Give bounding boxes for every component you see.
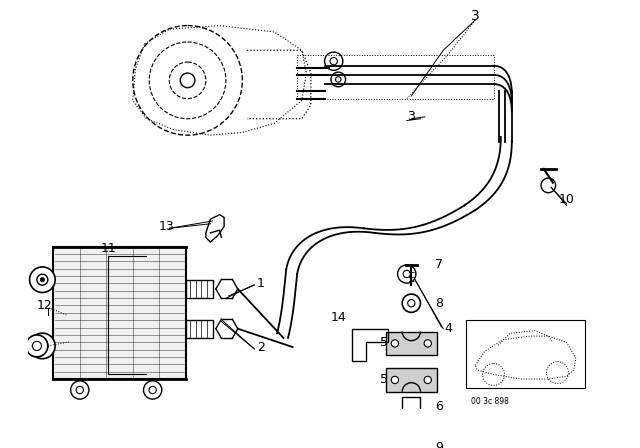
Circle shape [70, 381, 89, 399]
Bar [386, 332, 437, 355]
Bar [186, 280, 213, 298]
Circle shape [541, 178, 556, 193]
Circle shape [26, 335, 48, 357]
Text: 14: 14 [330, 311, 346, 324]
Bar [466, 320, 585, 388]
Text: 00 3c 898: 00 3c 898 [470, 397, 509, 406]
Text: 1: 1 [257, 276, 264, 289]
Text: 13: 13 [159, 220, 175, 233]
Circle shape [143, 381, 162, 399]
Circle shape [29, 267, 55, 293]
Circle shape [331, 72, 346, 87]
Bar [186, 319, 213, 338]
Text: 3: 3 [408, 110, 415, 123]
Text: 9: 9 [435, 441, 443, 448]
Circle shape [397, 265, 416, 283]
Text: 11: 11 [100, 242, 116, 255]
Circle shape [401, 418, 422, 440]
Text: 8: 8 [435, 297, 443, 310]
Circle shape [424, 376, 431, 383]
Text: 12: 12 [36, 299, 52, 312]
Text: 4: 4 [444, 322, 452, 335]
Bar [386, 368, 437, 392]
Circle shape [29, 333, 55, 359]
Circle shape [391, 376, 399, 383]
Text: 7: 7 [435, 258, 443, 271]
Circle shape [40, 344, 44, 348]
Circle shape [40, 278, 44, 281]
Text: 2: 2 [257, 340, 264, 353]
Text: 10: 10 [559, 193, 575, 206]
Text: 5: 5 [380, 336, 388, 349]
Bar [402, 397, 420, 410]
Bar [53, 246, 186, 379]
Circle shape [324, 52, 343, 70]
Circle shape [391, 340, 399, 347]
Circle shape [402, 294, 420, 312]
Text: 6: 6 [435, 400, 443, 413]
Circle shape [424, 340, 431, 347]
Text: 3: 3 [471, 9, 479, 23]
Text: 5: 5 [380, 373, 388, 386]
